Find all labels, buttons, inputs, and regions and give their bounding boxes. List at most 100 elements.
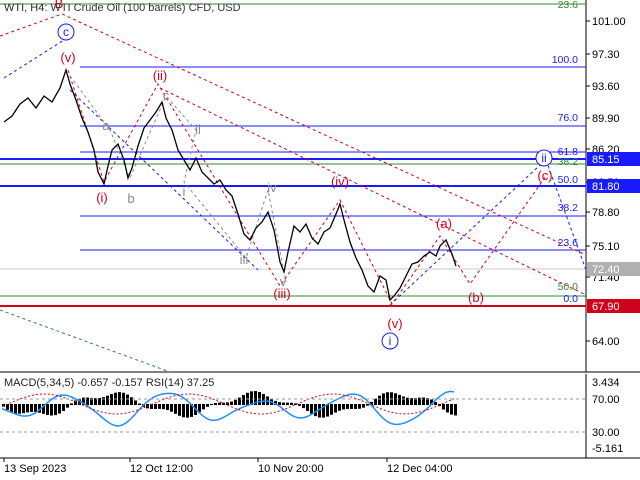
macd-histogram-bar (314, 404, 317, 417)
macd-histogram-bar (330, 404, 333, 415)
macd-histogram-bar (26, 404, 29, 413)
macd-histogram-bar (138, 403, 141, 405)
macd-histogram-bar (34, 404, 37, 412)
macd-histogram-bar (446, 404, 449, 413)
symbol-description: WTI Crude Oil (100 barrels) CFD, USD (50, 2, 241, 14)
macd-histogram-bar (382, 393, 385, 405)
macd-histogram-bar (134, 400, 137, 405)
fib-label-green: 50.0 (558, 281, 579, 293)
time-axis-label: 12 Dec 04:00 (387, 463, 452, 475)
macd-histogram-bar (318, 404, 321, 418)
macd-histogram-bar (234, 399, 237, 405)
macd-axis-label: 30.00 (592, 427, 620, 439)
macd-histogram-bar (66, 404, 69, 408)
macd-histogram-bar (310, 404, 313, 414)
macd-histogram-bar (406, 397, 409, 405)
macd-histogram-bar (154, 404, 157, 409)
macd-histogram-bar (282, 402, 285, 405)
rsi-line (1, 390, 455, 427)
price-tag-bg (587, 179, 640, 193)
wave-label-gray: v (280, 274, 287, 289)
wave-label-red: (ii) (153, 68, 167, 83)
wave-label-red: (v) (60, 50, 75, 65)
macd-histogram-bar (426, 398, 429, 405)
macd-histogram-bar (150, 404, 153, 409)
macd-histogram-bar (334, 404, 337, 413)
fib-label-green: 38.2 (558, 156, 579, 168)
macd-histogram-bar (322, 404, 325, 418)
macd-histogram-bar (170, 404, 173, 412)
circled-wave-label: i (389, 334, 392, 348)
macd-histogram-bar (298, 404, 301, 406)
macd-histogram-bar (350, 404, 353, 409)
macd-histogram-bar (238, 397, 241, 405)
macd-histogram-bar (98, 397, 101, 405)
macd-histogram-bar (278, 402, 281, 405)
macd-histogram-bar (422, 397, 425, 405)
price-tag-label: 85.15 (592, 154, 620, 166)
macd-histogram-bar (418, 397, 421, 405)
macd-histogram-bar (450, 404, 453, 415)
macd-histogram-bar (286, 402, 289, 405)
macd-axis-label: 3.434 (592, 377, 620, 389)
price-tag-label: 67.90 (592, 301, 620, 313)
macd-histogram-bar (214, 402, 217, 405)
circled-wave-marker (381, 332, 399, 350)
macd-histogram-bar (222, 402, 225, 405)
macd-histogram-bar (362, 404, 365, 408)
macd-histogram-bar (202, 404, 205, 410)
price-tag-bg (587, 299, 640, 313)
macd-histogram-bar (354, 404, 357, 410)
price-axis-label: 78.80 (592, 207, 620, 219)
macd-histogram-bar (374, 398, 377, 405)
macd-histogram-bar (58, 404, 61, 414)
wave-label-gray: ii (195, 122, 201, 137)
macd-histogram-bar (198, 404, 201, 413)
macd-axis-label: 70.00 (592, 394, 620, 406)
macd-histogram-bar (414, 398, 417, 405)
macd-histogram-bar (254, 391, 257, 405)
macd-histogram-bar (218, 402, 221, 405)
macd-histogram-bar (378, 395, 381, 405)
fib-label: 38.2 (558, 202, 579, 214)
wave-label-gray: c (163, 88, 170, 103)
time-axis-label: 12 Oct 12:00 (130, 463, 193, 475)
macd-histogram-bar (290, 402, 293, 405)
wave-zigzag-red (67, 69, 547, 305)
macd-histogram-bar (410, 398, 413, 405)
macd-histogram-bar (70, 403, 73, 405)
wave-zigzag-gray (69, 75, 287, 283)
macd-histogram-bar (242, 395, 245, 405)
macd-histogram-bar (22, 404, 25, 414)
macd-histogram-bar (86, 397, 89, 405)
macd-histogram-bar (358, 404, 361, 409)
wave-label-gray: i (183, 184, 186, 199)
macd-histogram-bar (10, 404, 13, 413)
wave-label-red: (i) (96, 190, 108, 205)
macd-histogram-bar (46, 404, 49, 415)
price-series (3, 67, 457, 302)
trend-line-blue-dashed (545, 159, 587, 271)
wave-label-gray: iv (267, 180, 277, 195)
macd-histogram-bar (62, 404, 65, 411)
wave-label-red: (iii) (273, 286, 290, 301)
wave-label-red: (b) (468, 290, 484, 305)
macd-histogram-bar (430, 399, 433, 405)
macd-histogram-bar (226, 402, 229, 405)
macd-histogram-bar (338, 404, 341, 411)
macd-histogram-bar (210, 403, 213, 405)
trend-line-red-dashed (159, 87, 587, 296)
macd-histogram-bar (230, 401, 233, 405)
macd-histogram-bar (94, 398, 97, 405)
macd-histogram-bar (346, 404, 349, 409)
macd-histogram-bar (2, 404, 5, 407)
macd-histogram-bar (110, 394, 113, 405)
macd-histogram-bar (370, 401, 373, 405)
macd-histogram-bar (126, 394, 129, 405)
wave-label-red: (a) (436, 216, 452, 231)
fib-label: 50.0 (558, 174, 579, 186)
macd-histogram-bar (190, 404, 193, 417)
macd-histogram-bar (250, 391, 253, 405)
